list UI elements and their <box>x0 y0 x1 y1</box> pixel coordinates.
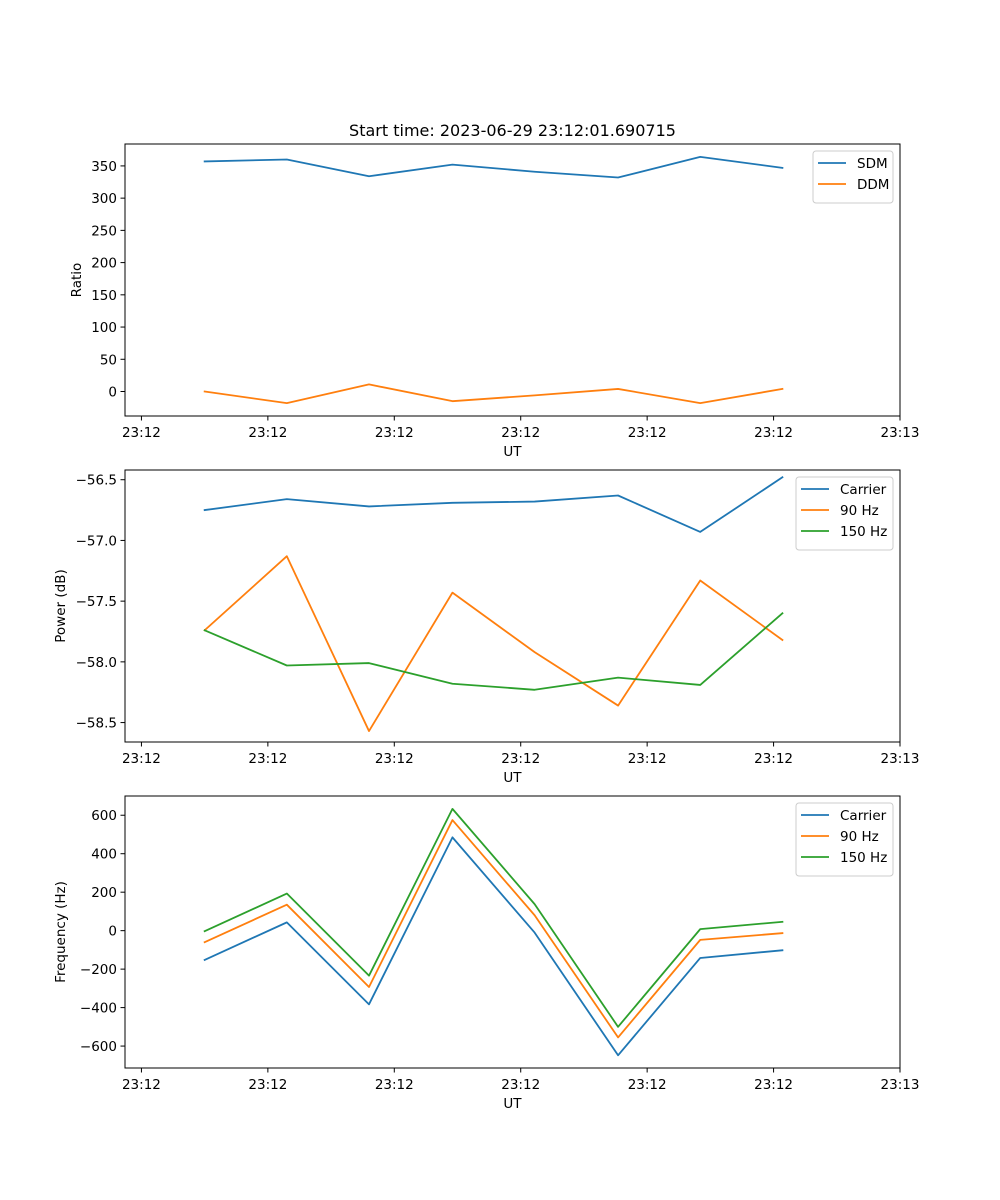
series-line-carrier <box>203 476 784 533</box>
legend-label: 90 Hz <box>840 829 879 845</box>
series-line-ddm <box>203 383 784 405</box>
x-tick-label: 23:12 <box>248 1077 287 1093</box>
y-tick-label: 50 <box>100 352 117 368</box>
series-line-sdm <box>203 155 784 179</box>
figure-title: Start time: 2023-06-29 23:12:01.690715 <box>349 121 676 140</box>
y-axis-label: Frequency (Hz) <box>53 881 69 983</box>
y-tick-label: −200 <box>80 962 117 978</box>
x-tick-label: 23:12 <box>628 1077 667 1093</box>
y-tick-label: 0 <box>108 385 117 401</box>
chart-panel-3: 23:12 23:12 23:12 23:12 23:12 23:12 23:13 −600 −… <box>53 795 920 1112</box>
charts-container: 23:12 23:12 23:12 23:12 23:12 23:12 23:13 0 50 10… <box>53 143 920 1112</box>
axes-frame <box>124 469 901 743</box>
chart-panel-1: 23:12 23:12 23:12 23:12 23:12 23:12 23:13 0 50 10… <box>69 143 920 460</box>
y-tick-label: −400 <box>80 1001 117 1017</box>
y-tick-label: 100 <box>91 320 117 336</box>
y-tick-label: −600 <box>80 1039 117 1055</box>
x-tick-label: 23:12 <box>754 425 793 441</box>
chart-panel-2: 23:12 23:12 23:12 23:12 23:12 23:12 23:13 −58.5… <box>53 469 920 786</box>
x-tick-label: 23:12 <box>375 425 414 441</box>
legend-box <box>812 150 894 204</box>
legend: SDM DDM <box>812 150 894 204</box>
series-line-150-hz <box>203 612 784 691</box>
axes-frame <box>124 143 901 417</box>
y-tick-label: −58.0 <box>76 655 117 671</box>
x-tick-label: 23:13 <box>881 425 920 441</box>
legend-label: Carrier <box>840 482 887 498</box>
y-tick-label: −58.5 <box>76 716 117 732</box>
y-tick-label: 150 <box>91 288 117 304</box>
legend-label: DDM <box>857 177 889 193</box>
x-axis-label: UT <box>503 770 522 786</box>
x-tick-label: 23:12 <box>628 425 667 441</box>
y-axis-label: Power (dB) <box>53 569 69 642</box>
y-tick-label: 200 <box>91 885 117 901</box>
series-line-90-hz <box>203 555 784 732</box>
x-tick-label: 23:13 <box>881 1077 920 1093</box>
x-tick-label: 23:12 <box>375 1077 414 1093</box>
x-tick-label: 23:12 <box>122 425 161 441</box>
y-tick-label: 400 <box>91 847 117 863</box>
x-tick-label: 23:12 <box>248 751 287 767</box>
x-tick-label: 23:12 <box>501 1077 540 1093</box>
y-tick-label: 300 <box>91 191 117 207</box>
x-tick-label: 23:12 <box>122 751 161 767</box>
x-axis-label: UT <box>503 444 522 460</box>
x-tick-label: 23:12 <box>248 425 287 441</box>
x-tick-label: 23:12 <box>754 1077 793 1093</box>
series-line-90-hz <box>203 819 784 1039</box>
x-tick-label: 23:13 <box>881 751 920 767</box>
legend-label: Carrier <box>840 808 887 824</box>
series-line-carrier <box>203 836 784 1057</box>
x-axis-label: UT <box>503 1096 522 1112</box>
legend-label: 150 Hz <box>840 524 887 540</box>
legend-label: 90 Hz <box>840 503 879 519</box>
x-tick-label: 23:12 <box>122 1077 161 1093</box>
y-tick-label: 600 <box>91 808 117 824</box>
y-tick-label: −57.0 <box>76 533 117 549</box>
series-line-150-hz <box>203 807 784 1028</box>
x-tick-label: 23:12 <box>501 425 540 441</box>
y-axis-label: Ratio <box>69 263 85 298</box>
legend: Carrier 90 Hz 150 Hz <box>795 802 894 877</box>
x-tick-label: 23:12 <box>375 751 414 767</box>
x-tick-label: 23:12 <box>501 751 540 767</box>
y-tick-label: 250 <box>91 223 117 239</box>
legend-label: SDM <box>857 156 888 172</box>
legend: Carrier 90 Hz 150 Hz <box>795 476 894 551</box>
y-tick-label: −56.5 <box>76 473 117 489</box>
y-tick-label: 350 <box>91 159 117 175</box>
y-tick-label: −57.5 <box>76 594 117 610</box>
x-tick-label: 23:12 <box>628 751 667 767</box>
axes-frame <box>124 795 901 1069</box>
x-tick-label: 23:12 <box>754 751 793 767</box>
legend-label: 150 Hz <box>840 850 887 866</box>
y-tick-label: 200 <box>91 256 117 272</box>
y-tick-label: 0 <box>108 924 117 940</box>
